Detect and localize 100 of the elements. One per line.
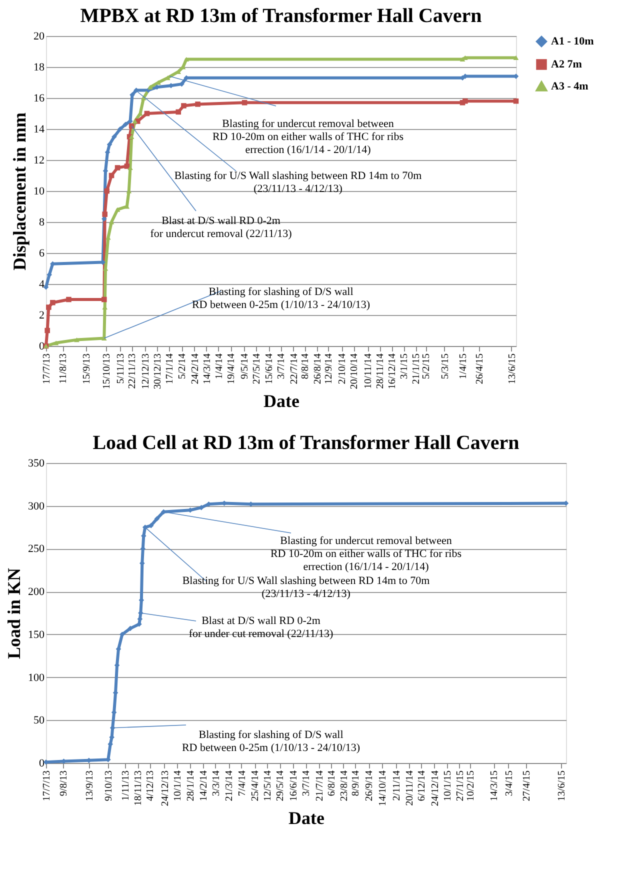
x-axis-title: Date [288, 808, 324, 828]
legend-label: A2 7m [551, 58, 582, 70]
x-tick-label: 17/7/13 [42, 770, 52, 802]
x-tick-label: 9/8/13 [58, 770, 70, 796]
x-tick-label: 29/5/14 [275, 770, 286, 802]
x-tick-label: 9/10/13 [104, 770, 115, 802]
x-tick-label: 6/8/14 [326, 770, 338, 796]
x-tick-label: 14/3/14 [202, 354, 213, 384]
x-tick-label: 5/2/15 [421, 354, 432, 380]
y-tick-label: 4 [39, 278, 45, 290]
x-tick-label: 2/11/14 [391, 770, 402, 801]
x-tick-label: 14/3/15 [489, 770, 500, 802]
x-tick-label: 3/3/14 [210, 770, 222, 796]
y-tick-label: 50 [34, 714, 45, 727]
annotation: Blasting for U/S Wall slashing between RD 14m to 70m (23/11/13 - 4/12/13) [174, 170, 422, 195]
x-tick-label: 13/6/15 [506, 354, 518, 384]
x-tick-label: 15/10/13 [102, 354, 113, 390]
y-axis-title: Load in KN [4, 568, 24, 660]
y-tick-label: 18 [34, 62, 45, 74]
x-tick-label: 15/6/14 [264, 354, 276, 384]
x-tick-label: 15/9/13 [82, 354, 93, 384]
x-tick-label: 14/2/14 [198, 770, 210, 802]
y-axis-title: Displacement in mm [10, 112, 30, 270]
x-tick-label: 21/1/15 [411, 354, 422, 384]
x-tick-label: 12/5/14 [262, 770, 274, 802]
x-tick-label: 24/12/14 [430, 770, 441, 806]
chart-title: Load Cell at RD 13m of Transformer Hall Cavern [92, 432, 520, 454]
x-tick-label: 16/12/14 [387, 354, 398, 390]
y-tick-label: 16 [34, 92, 45, 104]
y-tick-label: 8 [39, 216, 45, 228]
y-tick-label: 300 [28, 500, 45, 512]
x-tick-label: 17/7/13 [42, 354, 52, 384]
x-tick-label: 1/11/13 [120, 770, 132, 801]
x-tick-label: 23/8/14 [338, 770, 350, 802]
x-tick-label: 12/9/14 [324, 354, 335, 384]
annotation: Blast at D/S wall RD 0-2m for under cut removal (22/11/13) [188, 615, 334, 640]
x-tick-label: 4/12/13 [145, 770, 156, 802]
annotation: Blasting for slashing of D/S wall RD between 0-25m (1/10/13 - 24/10/13) [182, 729, 360, 754]
x-tick-label: 1/4/15 [458, 354, 470, 380]
y-tick-label: 200 [28, 586, 45, 598]
x-tick-label: 24/12/13 [160, 770, 171, 806]
x-tick-label: 2/10/14 [337, 354, 348, 384]
x-tick-label: 16/6/14 [288, 770, 300, 802]
x-tick-label: 10/1/15 [442, 770, 454, 802]
x-tick-label: 27/4/15 [522, 770, 533, 802]
x-tick-label: 5/2/14 [177, 354, 188, 380]
x-tick-label: 22/7/14 [288, 354, 300, 384]
x-tick-label: 14/10/14 [377, 770, 388, 806]
x-tick-label: 8/9/14 [350, 770, 362, 796]
y-tick-label: 14 [34, 124, 45, 136]
x-tick-label: 3/4/15 [504, 770, 515, 796]
x-tick-label: 8/8/14 [300, 354, 312, 380]
y-tick-label: 6 [39, 248, 45, 260]
annotation: Blasting for U/S Wall slashing between RD 14m to 70m (23/11/13 - 4/12/13) [182, 575, 430, 600]
y-tick-label: 350 [28, 458, 45, 470]
x-tick-label: 9/5/14 [239, 354, 250, 380]
x-tick-label: 19/4/14 [226, 354, 238, 384]
x-tick-label: 24/2/14 [190, 354, 201, 384]
chart-title: MPBX at RD 13m of Transformer Hall Cavern [80, 5, 482, 27]
x-tick-label: 10/11/14 [363, 354, 374, 389]
x-tick-label: 28/11/14 [375, 354, 386, 389]
x-tick-label: 10/1/14 [172, 770, 184, 802]
y-tick-label: 0 [39, 758, 45, 770]
x-tick-label: 20/10/14 [349, 354, 360, 390]
annotation: Blasting for slashing of D/S wall RD between 0-25m (1/10/13 - 24/10/13) [192, 286, 370, 311]
y-tick-label: 20 [34, 30, 45, 42]
x-tick-label: 6/12/14 [416, 770, 428, 802]
x-tick-label: 26/4/15 [474, 354, 486, 384]
y-tick-label: 10 [34, 186, 45, 198]
y-tick-label: 12 [34, 154, 44, 166]
x-tick-label: 26/9/14 [364, 770, 376, 802]
x-tick-label: 11/8/13 [58, 354, 70, 384]
x-axis-title: Date [264, 391, 300, 412]
x-tick-label: 17/1/14 [164, 354, 176, 384]
x-tick-label: 28/1/14 [186, 770, 197, 802]
x-tick-label: 21/3/14 [224, 770, 236, 802]
annotation: Blasting for undercut removal between RD 10-20m on either walls of THC for ribs errection (16/1/14 - 20/1/14) [270, 535, 462, 573]
x-tick-label: 1/4/14 [214, 354, 225, 380]
x-tick-label: 21/7/14 [314, 770, 326, 802]
x-tick-label: 30/12/13 [152, 354, 164, 390]
x-tick-label: 10/2/15 [465, 770, 476, 802]
x-tick-label: 26/8/14 [312, 354, 324, 384]
y-tick-label: 100 [28, 672, 45, 684]
x-tick-label: 13/9/13 [84, 770, 96, 802]
x-tick-label: 5/3/15 [440, 354, 451, 380]
x-tick-label: 3/7/14 [301, 770, 312, 796]
y-tick-label: 2 [39, 310, 44, 322]
y-tick-label: 250 [28, 543, 45, 556]
x-tick-label: 22/11/13 [127, 354, 138, 389]
x-tick-label: 27/5/14 [251, 354, 262, 384]
y-tick-label: 150 [28, 628, 45, 641]
x-tick-label: 12/12/13 [140, 354, 152, 390]
x-tick-label: 3/7/14 [276, 354, 288, 380]
legend-label: A3 - 4m [551, 80, 588, 92]
annotation: Blasting for undercut removal between RD 10-20m on either walls of THC for ribs errection (16/1/14 - 20/1/14) [212, 118, 404, 156]
x-tick-label: 7/4/14 [236, 770, 248, 796]
legend-label: A1 - 10m [551, 36, 594, 48]
x-tick-label: 18/11/13 [133, 770, 144, 806]
x-tick-label: 27/1/15 [454, 770, 466, 802]
x-tick-label: 3/1/15 [399, 354, 410, 380]
